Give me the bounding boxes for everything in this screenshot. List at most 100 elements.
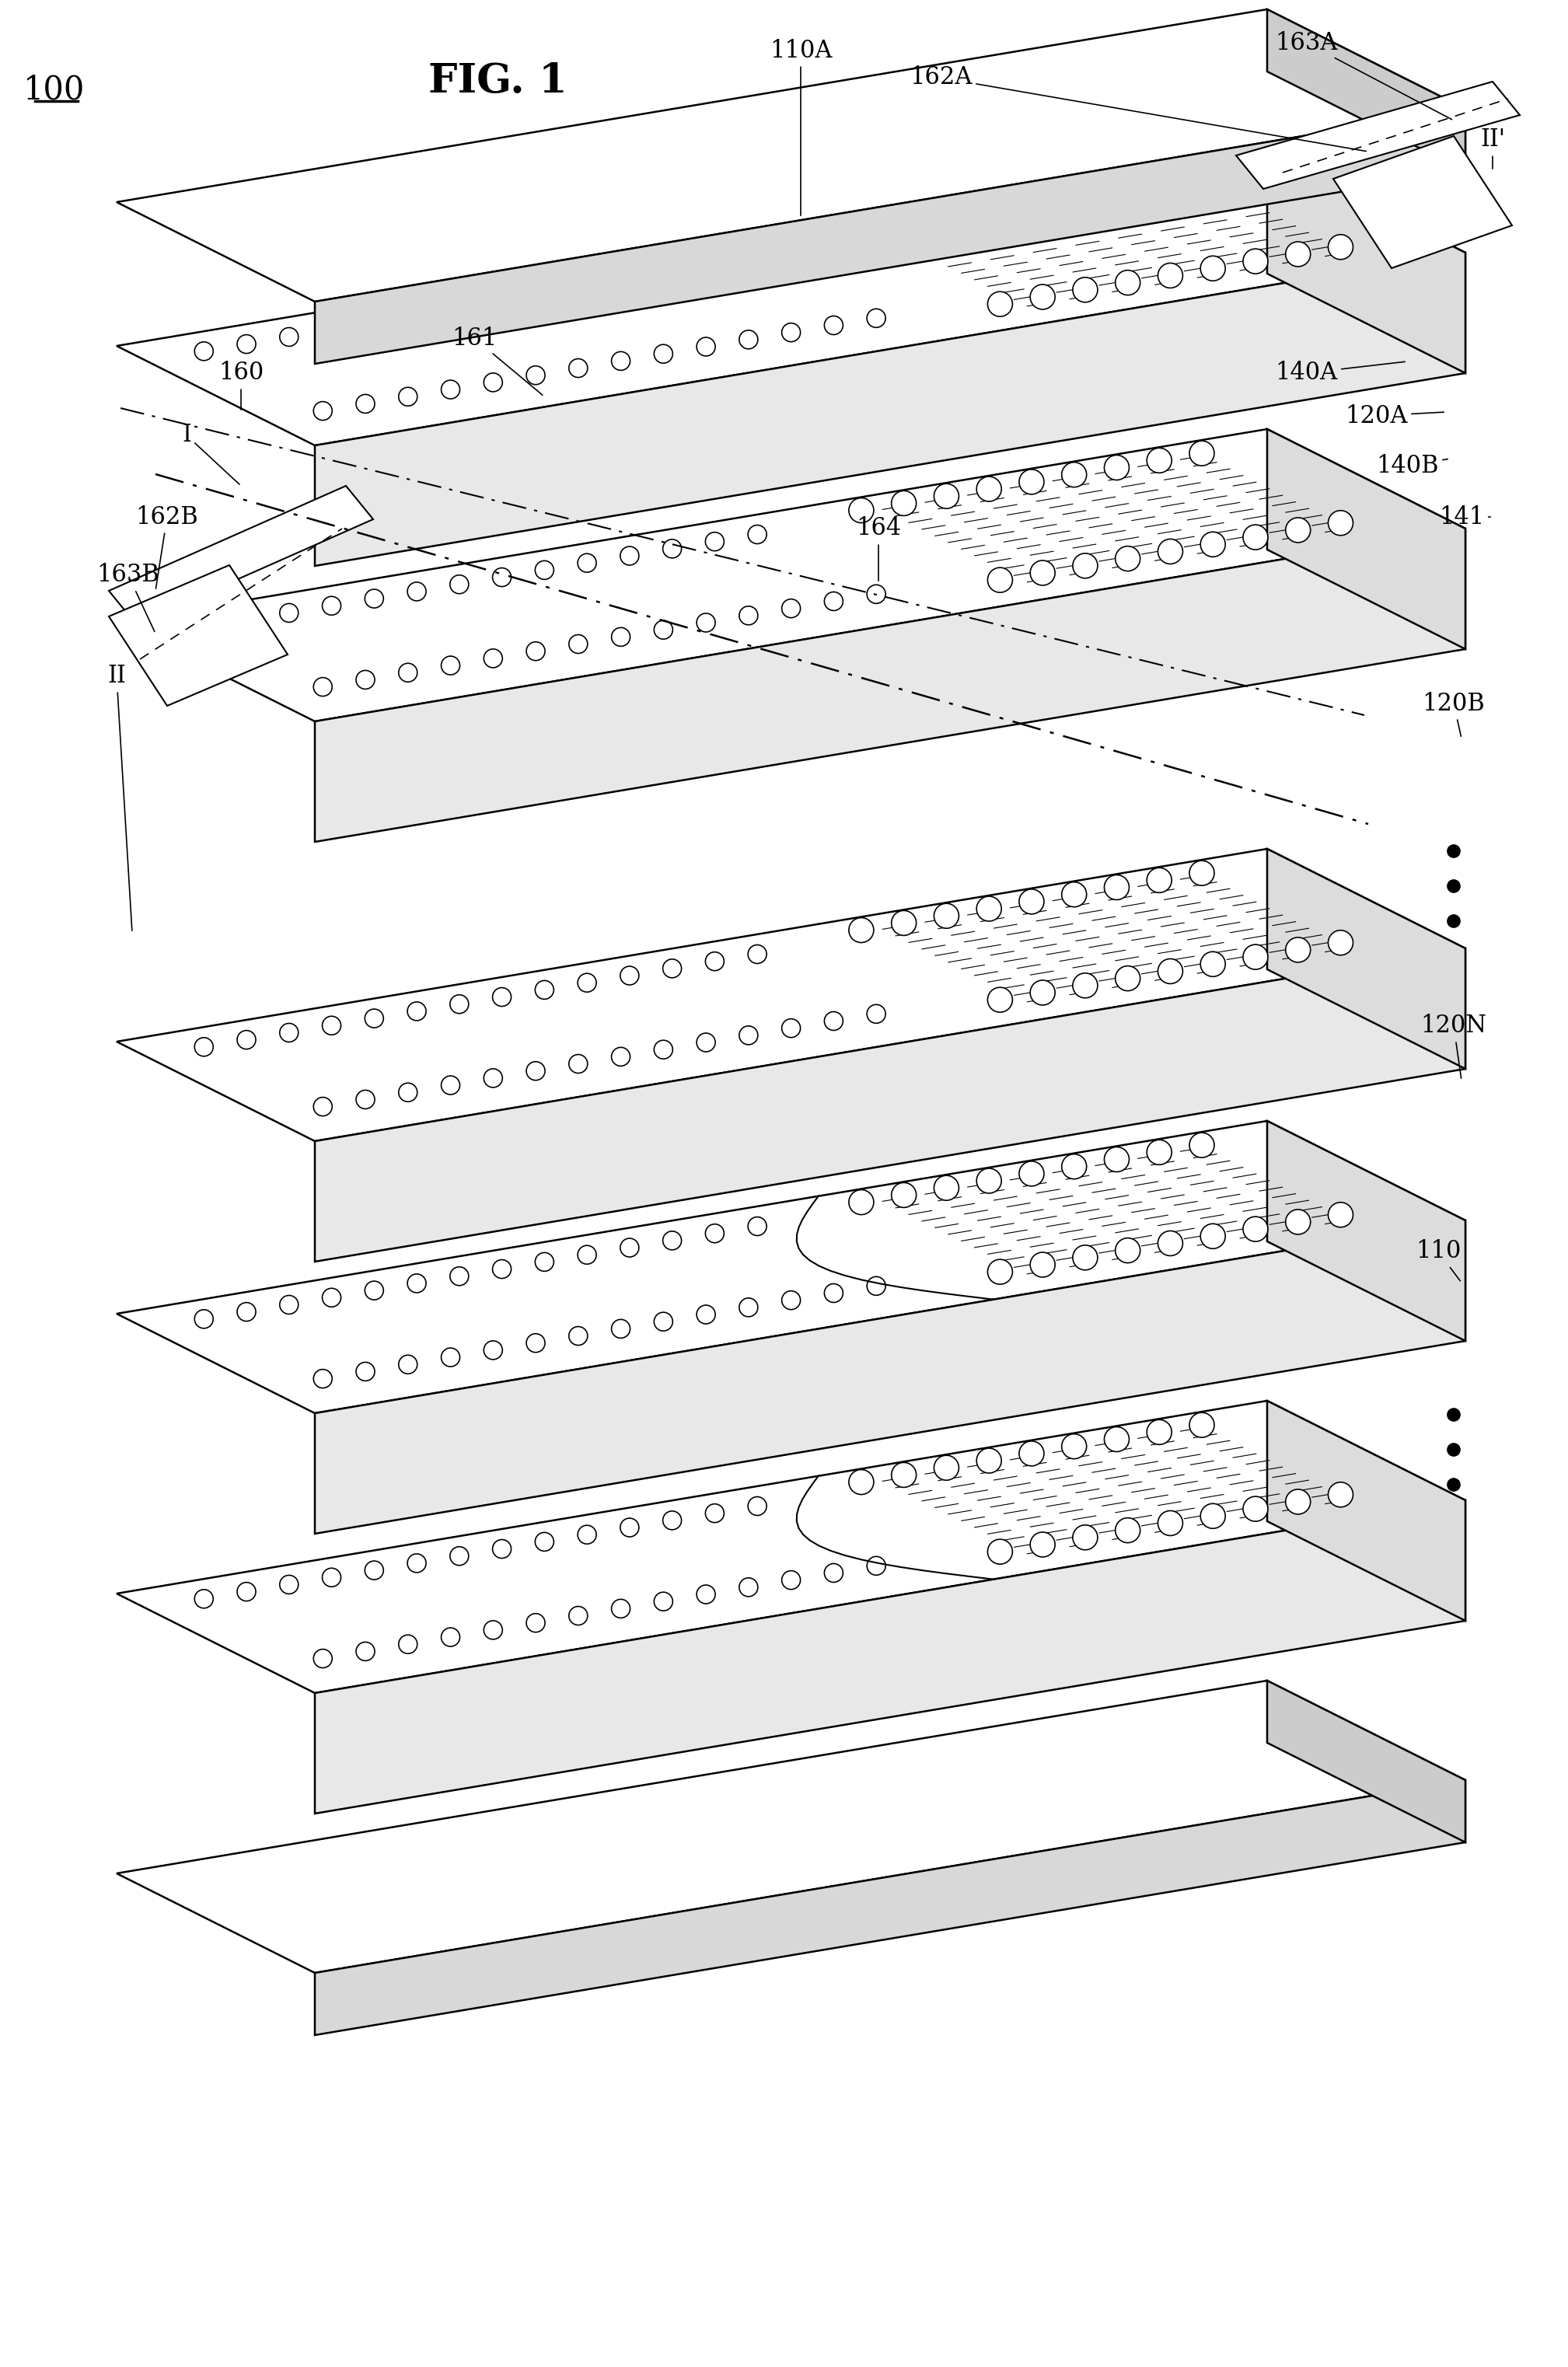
Polygon shape [315, 528, 1466, 843]
Circle shape [1286, 241, 1311, 267]
Circle shape [356, 1643, 375, 1662]
Circle shape [663, 263, 682, 282]
Polygon shape [1267, 1681, 1466, 1842]
Circle shape [1243, 525, 1269, 549]
Circle shape [279, 1295, 298, 1314]
Circle shape [398, 388, 417, 407]
Text: II': II' [1480, 128, 1505, 168]
Circle shape [1019, 1442, 1044, 1465]
Circle shape [891, 1463, 916, 1486]
Circle shape [1157, 1510, 1182, 1536]
Text: 110A: 110A [770, 38, 833, 215]
Circle shape [1115, 1238, 1140, 1264]
Circle shape [279, 604, 298, 623]
Circle shape [577, 277, 596, 296]
Circle shape [356, 670, 375, 689]
Circle shape [492, 1259, 511, 1278]
Circle shape [825, 1283, 844, 1302]
Circle shape [237, 1030, 256, 1049]
Circle shape [706, 1224, 724, 1243]
Circle shape [621, 547, 638, 566]
Circle shape [1062, 462, 1087, 488]
Circle shape [825, 315, 844, 334]
Circle shape [1104, 876, 1129, 899]
Circle shape [1115, 1517, 1140, 1543]
Text: 162A: 162A [909, 66, 1366, 151]
Circle shape [848, 222, 873, 246]
Circle shape [535, 561, 554, 580]
Text: I: I [182, 424, 240, 485]
Circle shape [867, 308, 886, 327]
Polygon shape [116, 1681, 1466, 1972]
Circle shape [654, 1593, 673, 1612]
Circle shape [365, 312, 384, 331]
Circle shape [492, 291, 511, 310]
Circle shape [782, 599, 800, 618]
Circle shape [1286, 1489, 1311, 1515]
Circle shape [706, 952, 724, 970]
Circle shape [569, 1607, 588, 1626]
Circle shape [535, 1252, 554, 1271]
Text: 164: 164 [856, 516, 902, 580]
Circle shape [1447, 845, 1460, 857]
Circle shape [935, 1176, 960, 1200]
Circle shape [441, 1077, 459, 1094]
Circle shape [696, 613, 715, 632]
Circle shape [569, 634, 588, 653]
Circle shape [441, 381, 459, 398]
Circle shape [663, 959, 682, 978]
Circle shape [739, 606, 757, 625]
Circle shape [365, 589, 384, 608]
Circle shape [1201, 256, 1225, 282]
Polygon shape [116, 154, 1466, 445]
Polygon shape [1333, 135, 1512, 267]
Circle shape [279, 1576, 298, 1593]
Polygon shape [315, 253, 1466, 566]
Circle shape [194, 618, 213, 637]
Text: II: II [107, 665, 132, 930]
Circle shape [569, 360, 588, 376]
Circle shape [748, 1217, 767, 1236]
Circle shape [1146, 173, 1171, 196]
Circle shape [612, 1318, 630, 1337]
Circle shape [323, 1015, 340, 1034]
Circle shape [441, 1628, 459, 1647]
Circle shape [398, 1636, 417, 1655]
Circle shape [654, 1039, 673, 1058]
Polygon shape [108, 566, 287, 705]
Circle shape [1447, 881, 1460, 892]
Circle shape [1030, 1252, 1055, 1278]
Circle shape [696, 1586, 715, 1605]
Circle shape [1190, 1134, 1214, 1157]
Circle shape [1104, 1427, 1129, 1451]
Circle shape [492, 568, 511, 587]
Text: 163A: 163A [1275, 31, 1452, 118]
Circle shape [977, 201, 1002, 225]
Circle shape [935, 208, 960, 232]
Circle shape [706, 256, 724, 275]
Polygon shape [1267, 850, 1466, 1070]
Circle shape [739, 1579, 757, 1595]
Circle shape [1328, 930, 1353, 956]
Circle shape [848, 918, 873, 942]
Circle shape [314, 1098, 332, 1115]
Circle shape [1030, 980, 1055, 1006]
Polygon shape [1267, 428, 1466, 649]
Circle shape [569, 1053, 588, 1072]
Circle shape [1030, 1531, 1055, 1557]
Circle shape [1019, 1162, 1044, 1186]
Circle shape [1062, 1434, 1087, 1458]
Polygon shape [1236, 80, 1519, 189]
Circle shape [782, 1290, 800, 1309]
Circle shape [314, 1370, 332, 1387]
Circle shape [1030, 561, 1055, 585]
Text: 140B: 140B [1375, 454, 1447, 478]
Circle shape [706, 1503, 724, 1522]
Polygon shape [315, 109, 1466, 365]
Circle shape [279, 1023, 298, 1041]
Circle shape [323, 1567, 340, 1586]
Circle shape [323, 1288, 340, 1307]
Circle shape [825, 1011, 844, 1030]
Circle shape [365, 1560, 384, 1579]
Circle shape [1243, 1496, 1269, 1522]
